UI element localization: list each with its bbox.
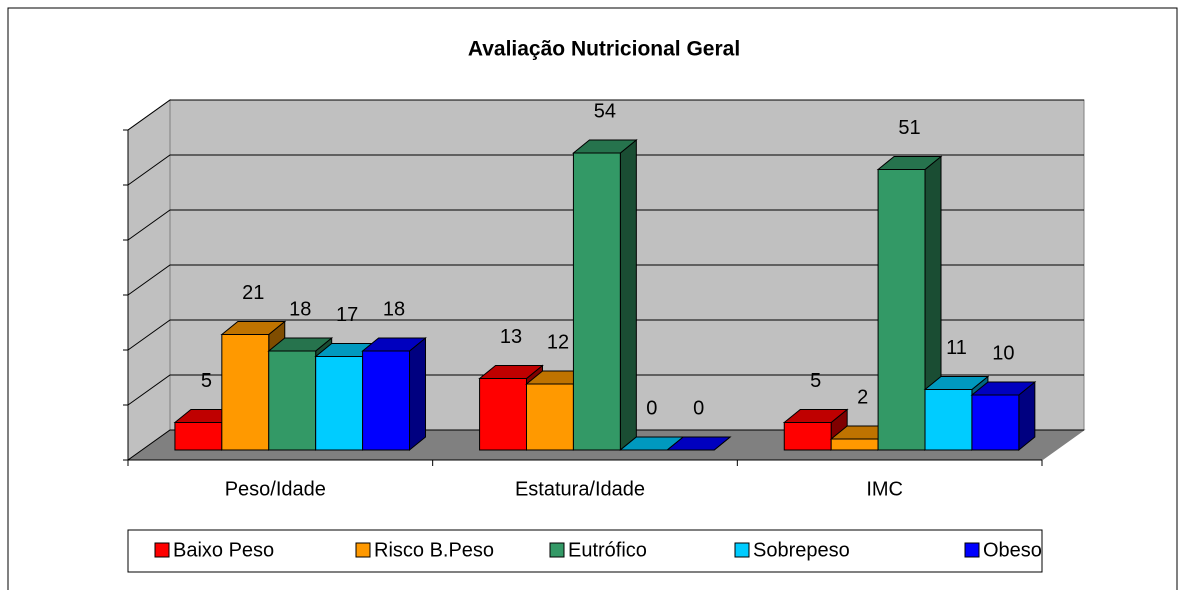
data-label: 0 (693, 397, 704, 419)
x-tick-label: Estatura/Idade (515, 478, 645, 500)
data-label: 10 (992, 342, 1014, 364)
legend-label: Baixo Peso (173, 539, 274, 561)
legend-swatch (154, 542, 170, 558)
legend-label: Obeso (983, 539, 1042, 561)
data-label: 51 (898, 117, 920, 139)
data-label: 12 (547, 331, 569, 353)
data-label: 21 (242, 282, 264, 304)
grid-line (127, 99, 1084, 131)
bar-front (526, 383, 574, 451)
data-label: 0 (646, 397, 657, 419)
legend-swatch (355, 542, 371, 558)
data-label: 18 (383, 298, 405, 320)
grid-line (127, 264, 1084, 296)
legend-swatch (964, 542, 980, 558)
x-tick-label: Peso/Idade (225, 478, 326, 500)
legend-swatch (549, 542, 565, 558)
bar (572, 138, 638, 452)
data-label: 5 (810, 370, 821, 392)
bar (665, 436, 732, 451)
grid-line (127, 209, 1084, 241)
bar-front (830, 438, 879, 451)
bar-front (315, 356, 364, 451)
data-label: 13 (500, 326, 522, 348)
bar (876, 155, 943, 452)
data-label: 11 (946, 337, 967, 359)
bar (970, 380, 1037, 452)
bar-front (362, 350, 411, 451)
bar-top (665, 436, 732, 451)
bar-front (971, 394, 1020, 451)
data-label: 54 (594, 100, 616, 122)
x-tick-label: IMC (866, 478, 903, 500)
grid-line (127, 154, 1084, 186)
bar-front (268, 350, 317, 451)
bar-front (174, 422, 223, 451)
chart-title: Avaliação Nutricional Geral (468, 38, 740, 61)
bar-front (877, 169, 926, 451)
bar-front (924, 389, 973, 451)
legend-label: Sobrepeso (753, 539, 850, 561)
data-label: 18 (289, 298, 311, 320)
data-label: 17 (336, 304, 358, 326)
grid-line (127, 374, 1084, 406)
grid-line (127, 429, 1084, 461)
legend-label: Eutrófico (568, 539, 647, 561)
legend-box (127, 529, 1043, 573)
grid-line (127, 319, 1084, 351)
bar-side (409, 336, 427, 452)
bar-side (619, 138, 637, 452)
bar-front (783, 422, 832, 451)
bar (361, 336, 427, 452)
legend-label: Risco B.Peso (374, 539, 494, 561)
frame (7, 7, 1178, 590)
legend-swatch (734, 542, 750, 558)
bar-front (221, 334, 270, 451)
bar-front (572, 152, 621, 451)
data-label: 5 (201, 370, 212, 392)
bar-front (479, 378, 528, 451)
data-label: 2 (857, 386, 868, 408)
